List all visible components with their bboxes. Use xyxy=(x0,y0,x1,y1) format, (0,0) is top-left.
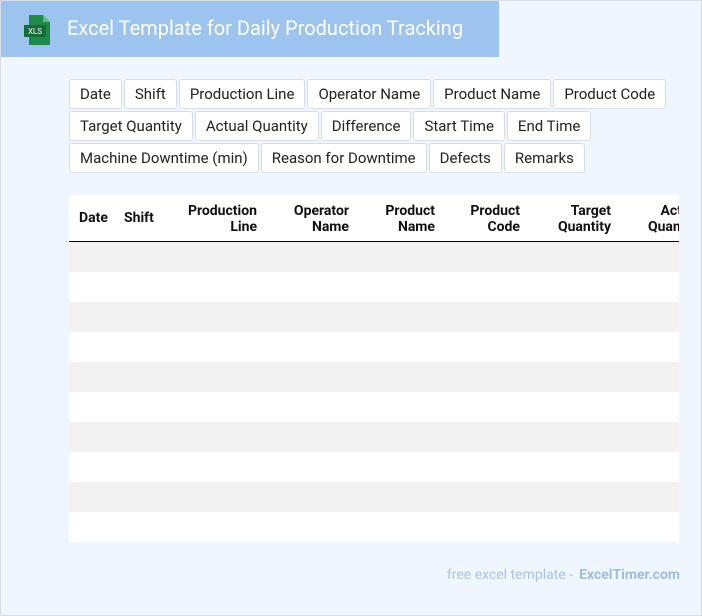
column-header: Product Name xyxy=(385,203,435,235)
footer-text: free excel template - xyxy=(446,567,574,583)
column-header: Date xyxy=(79,210,108,226)
field-tag[interactable]: Machine Downtime (min) xyxy=(69,143,259,173)
field-tag[interactable]: End Time xyxy=(506,111,592,141)
table: Date Shift Production Line Operator Name… xyxy=(69,195,679,542)
field-tag[interactable]: Target Quantity xyxy=(69,111,193,141)
table-row xyxy=(69,362,679,392)
column-header: Actual Quantity xyxy=(647,203,679,235)
column-header: Product Code xyxy=(470,203,520,235)
table-row xyxy=(69,242,679,272)
field-tag[interactable]: Remarks xyxy=(503,143,585,173)
table-row xyxy=(69,512,679,542)
field-tag[interactable]: Product Code xyxy=(553,79,667,109)
field-tag[interactable]: Shift xyxy=(123,79,177,109)
table-row xyxy=(69,452,679,482)
page-title: Excel Template for Daily Production Trac… xyxy=(67,16,464,40)
field-tag[interactable]: Product Name xyxy=(433,79,552,109)
table-row xyxy=(69,332,679,362)
icon-label: XLS xyxy=(28,27,42,36)
field-tag[interactable]: Date xyxy=(69,79,122,109)
field-tag[interactable]: Start Time xyxy=(413,111,505,141)
field-tag[interactable]: Reason for Downtime xyxy=(260,143,427,173)
field-list: Date Shift Production Line Operator Name Pro… xyxy=(69,79,671,173)
column-header: Shift xyxy=(124,210,154,226)
footer-link[interactable]: ExcelTimer.com xyxy=(579,567,680,583)
column-header: Target Quantity xyxy=(557,203,611,235)
column-header: Operator Name xyxy=(293,203,349,235)
field-tag[interactable]: Difference xyxy=(320,111,412,141)
table-row xyxy=(69,482,679,512)
field-tag[interactable]: Actual Quantity xyxy=(194,111,319,141)
field-tag[interactable]: Defects xyxy=(428,143,502,173)
column-header: Production Line xyxy=(187,203,257,235)
table-row xyxy=(69,302,679,332)
xls-icon: XLS xyxy=(24,15,50,45)
footer: free excel template - ExcelTimer.com xyxy=(447,567,680,583)
table-header: Date Shift Production Line Operator Name… xyxy=(69,195,679,242)
table-row xyxy=(69,392,679,422)
table-row xyxy=(69,422,679,452)
header-banner: XLS Excel Template for Daily Production … xyxy=(1,1,499,57)
field-tag[interactable]: Operator Name xyxy=(307,79,432,109)
table-row xyxy=(69,272,679,302)
field-tag[interactable]: Production Line xyxy=(178,79,306,109)
